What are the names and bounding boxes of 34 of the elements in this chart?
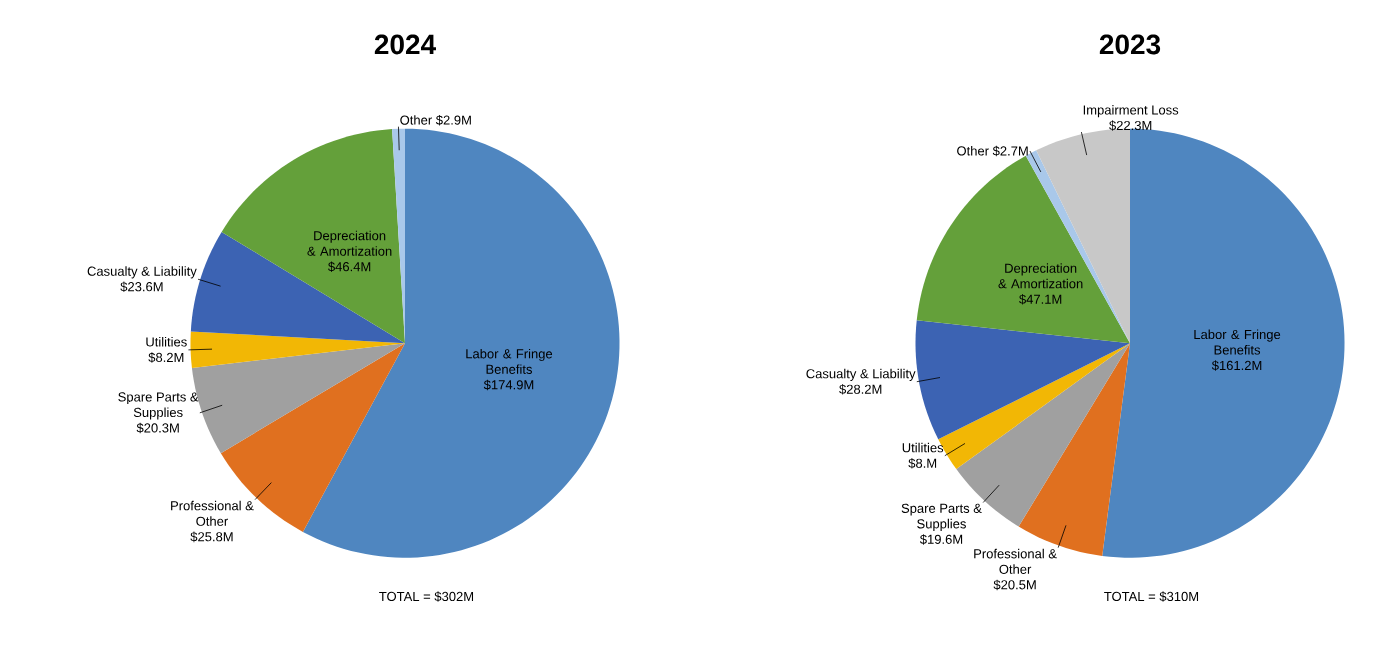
- data-label: $20.5M: [993, 579, 1036, 591]
- slice-label: Professional & Other: [171, 500, 254, 526]
- data-label: $2.7M: [992, 145, 1028, 157]
- slice-label: Labor & Fringe Benefits: [466, 348, 553, 374]
- data-label: $23.6M: [120, 281, 163, 293]
- slice-label: Depreciation & Amortization: [307, 230, 392, 256]
- slice-label: Spare Parts & Supplies: [118, 392, 199, 420]
- data-label: $22.3M: [1109, 120, 1152, 131]
- slice-label: Professional & Other: [974, 548, 1057, 574]
- data-label: $8.2M: [148, 352, 184, 363]
- slice-label: Impairment Loss: [1083, 105, 1179, 118]
- data-label: $19.6M: [919, 534, 963, 545]
- slice-label: Casualty & Liability: [87, 266, 197, 279]
- text: TOTAL = $310M: [1104, 591, 1199, 602]
- slice-label: Other: [400, 115, 432, 125]
- data-label: $46.4M: [328, 261, 371, 273]
- text: TOTAL = $302M: [379, 591, 474, 602]
- data-label: $47.1M: [1019, 294, 1062, 305]
- chart-title: 2023: [1099, 34, 1161, 55]
- slice-label: Spare Parts & Supplies: [901, 503, 982, 531]
- data-label: $25.8M: [190, 531, 233, 543]
- data-label: $28.2M: [839, 384, 882, 395]
- data-label: $161.2M: [1211, 360, 1262, 371]
- slice-label: Depreciation & Amortization: [998, 263, 1083, 289]
- slice-label: Casualty & Liability: [806, 368, 916, 381]
- chart-title: 2024: [374, 34, 436, 55]
- data-label: $20.3M: [136, 422, 179, 434]
- data-label: $174.9M: [483, 379, 534, 391]
- slice-label: Utilities: [146, 336, 187, 347]
- slice-label: Utilities: [902, 442, 944, 453]
- data-label: $2.9M: [435, 114, 471, 126]
- data-label: $8.M: [908, 458, 937, 469]
- slice-label: Labor & Fringe Benefits: [1194, 329, 1281, 355]
- slice-label: Other: [957, 145, 989, 156]
